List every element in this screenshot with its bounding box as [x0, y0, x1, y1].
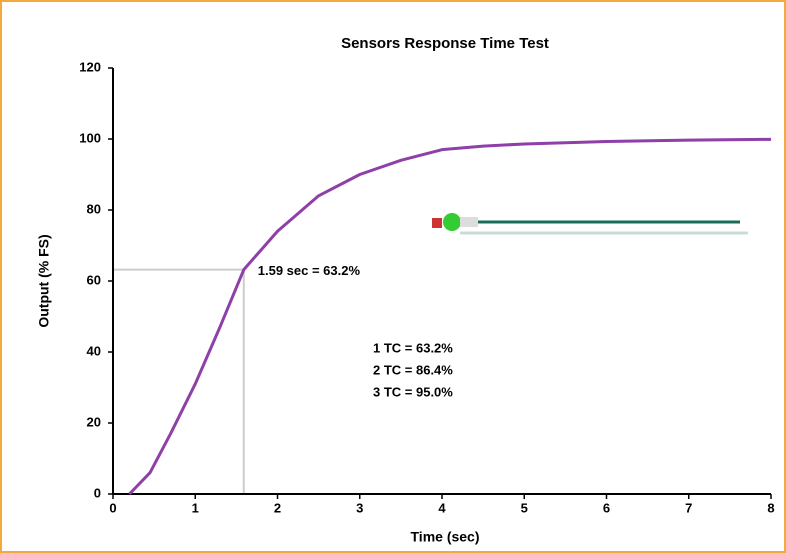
- y-tick-label: 0: [94, 485, 101, 500]
- y-tick-label: 60: [87, 272, 101, 287]
- line-series: [128, 137, 772, 496]
- x-tick-label: 3: [356, 500, 363, 515]
- x-tick-label: 4: [438, 500, 446, 515]
- y-axis-label: Output (% FS): [36, 234, 52, 327]
- x-tick-label: 0: [109, 500, 116, 515]
- x-tick-label: 5: [521, 500, 528, 515]
- sensor-head: [443, 213, 461, 231]
- x-tick-label: 2: [274, 500, 281, 515]
- note: 1 TC = 63.2%: [373, 340, 453, 355]
- x-tick-label: 1: [192, 500, 199, 515]
- sensor-body: [460, 217, 478, 227]
- sensor-icon: [432, 213, 748, 235]
- x-axis-label: Time (sec): [411, 529, 480, 545]
- note: 3 TC = 95.0%: [373, 384, 453, 399]
- note: 2 TC = 86.4%: [373, 362, 453, 377]
- sensor-plug: [432, 218, 442, 228]
- x-tick-label: 6: [603, 500, 610, 515]
- y-tick-label: 100: [79, 130, 101, 145]
- chart-title: Sensors Response Time Test: [341, 35, 549, 52]
- y-tick-label: 80: [87, 201, 101, 216]
- y-tick-label: 40: [87, 343, 101, 358]
- y-tick-label: 120: [79, 59, 101, 74]
- x-tick-label: 7: [685, 500, 692, 515]
- x-tick-label: 8: [767, 500, 774, 515]
- y-tick-label: 20: [87, 414, 101, 429]
- marker-label: 1.59 sec = 63.2%: [258, 263, 361, 278]
